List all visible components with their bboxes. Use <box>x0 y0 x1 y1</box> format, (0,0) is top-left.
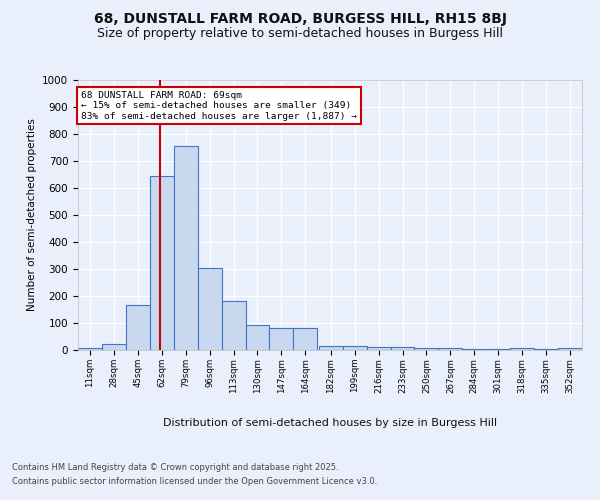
Text: Distribution of semi-detached houses by size in Burgess Hill: Distribution of semi-detached houses by … <box>163 418 497 428</box>
Bar <box>343 346 367 350</box>
Bar <box>415 348 439 350</box>
Bar <box>558 348 582 350</box>
Text: 68, DUNSTALL FARM ROAD, BURGESS HILL, RH15 8BJ: 68, DUNSTALL FARM ROAD, BURGESS HILL, RH… <box>94 12 506 26</box>
Bar <box>269 328 293 350</box>
Bar <box>510 348 534 350</box>
Bar <box>102 344 126 350</box>
Text: Size of property relative to semi-detached houses in Burgess Hill: Size of property relative to semi-detach… <box>97 28 503 40</box>
Bar <box>319 346 343 350</box>
Bar <box>367 347 391 350</box>
Bar <box>78 348 102 350</box>
Bar <box>293 328 317 350</box>
Bar <box>197 268 221 350</box>
Bar <box>245 325 269 350</box>
Bar <box>150 176 174 350</box>
Bar <box>391 347 415 350</box>
Text: Contains HM Land Registry data © Crown copyright and database right 2025.: Contains HM Land Registry data © Crown c… <box>12 462 338 471</box>
Bar <box>126 306 150 350</box>
Bar <box>439 348 463 350</box>
Y-axis label: Number of semi-detached properties: Number of semi-detached properties <box>26 118 37 312</box>
Text: 68 DUNSTALL FARM ROAD: 69sqm
← 15% of semi-detached houses are smaller (349)
83%: 68 DUNSTALL FARM ROAD: 69sqm ← 15% of se… <box>81 91 357 120</box>
Bar <box>221 301 245 350</box>
Text: Contains public sector information licensed under the Open Government Licence v3: Contains public sector information licen… <box>12 478 377 486</box>
Bar <box>174 146 197 350</box>
